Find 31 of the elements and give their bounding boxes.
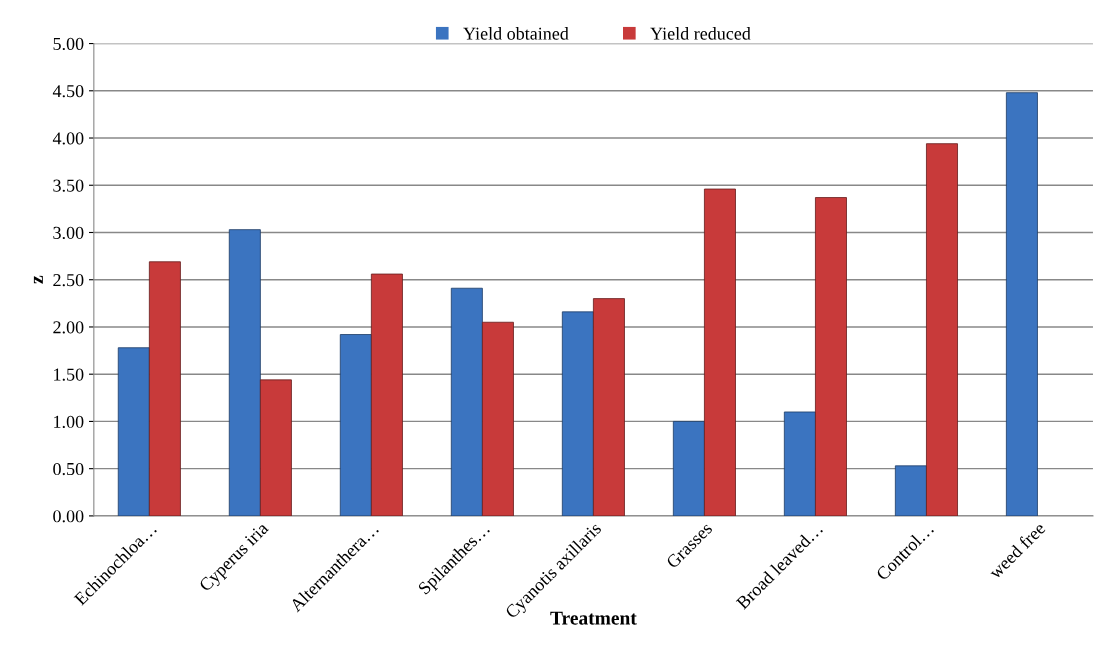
bar: [450, 287, 483, 516]
bar: [481, 321, 514, 516]
bar: [815, 197, 847, 516]
bar: [926, 143, 958, 516]
y-tick-label: 0.00: [53, 510, 84, 523]
bar: [703, 188, 736, 516]
y-tick-label: 4.50: [52, 85, 84, 98]
bar: [228, 229, 261, 516]
y-tick-label: 1.50: [54, 368, 84, 381]
y-tick-label: 0.50: [53, 462, 84, 476]
legend-label: Yield reduced: [650, 27, 751, 40]
bar: [1005, 92, 1038, 516]
y-tick-label: 4.00: [52, 132, 84, 145]
bar: [592, 298, 625, 516]
y-tick-label: 2.50: [53, 273, 84, 287]
y-tick-label: 1.00: [54, 415, 84, 428]
bar: [339, 334, 372, 516]
bar: [259, 379, 292, 516]
bar: [148, 261, 181, 516]
bar: [894, 465, 927, 516]
bar: [370, 273, 403, 516]
bar: [561, 311, 594, 516]
y-tick-label: 2.00: [53, 321, 84, 334]
bar: [783, 411, 816, 516]
bar: [117, 347, 150, 516]
y-tick-label: 3.00: [53, 226, 84, 240]
y-tick-label: 3.50: [53, 179, 84, 192]
y-tick-label: 5.00: [53, 37, 84, 51]
y-axis-title: z: [33, 275, 43, 284]
legend-label: Yield obtained: [463, 27, 569, 40]
bar: [672, 421, 705, 516]
